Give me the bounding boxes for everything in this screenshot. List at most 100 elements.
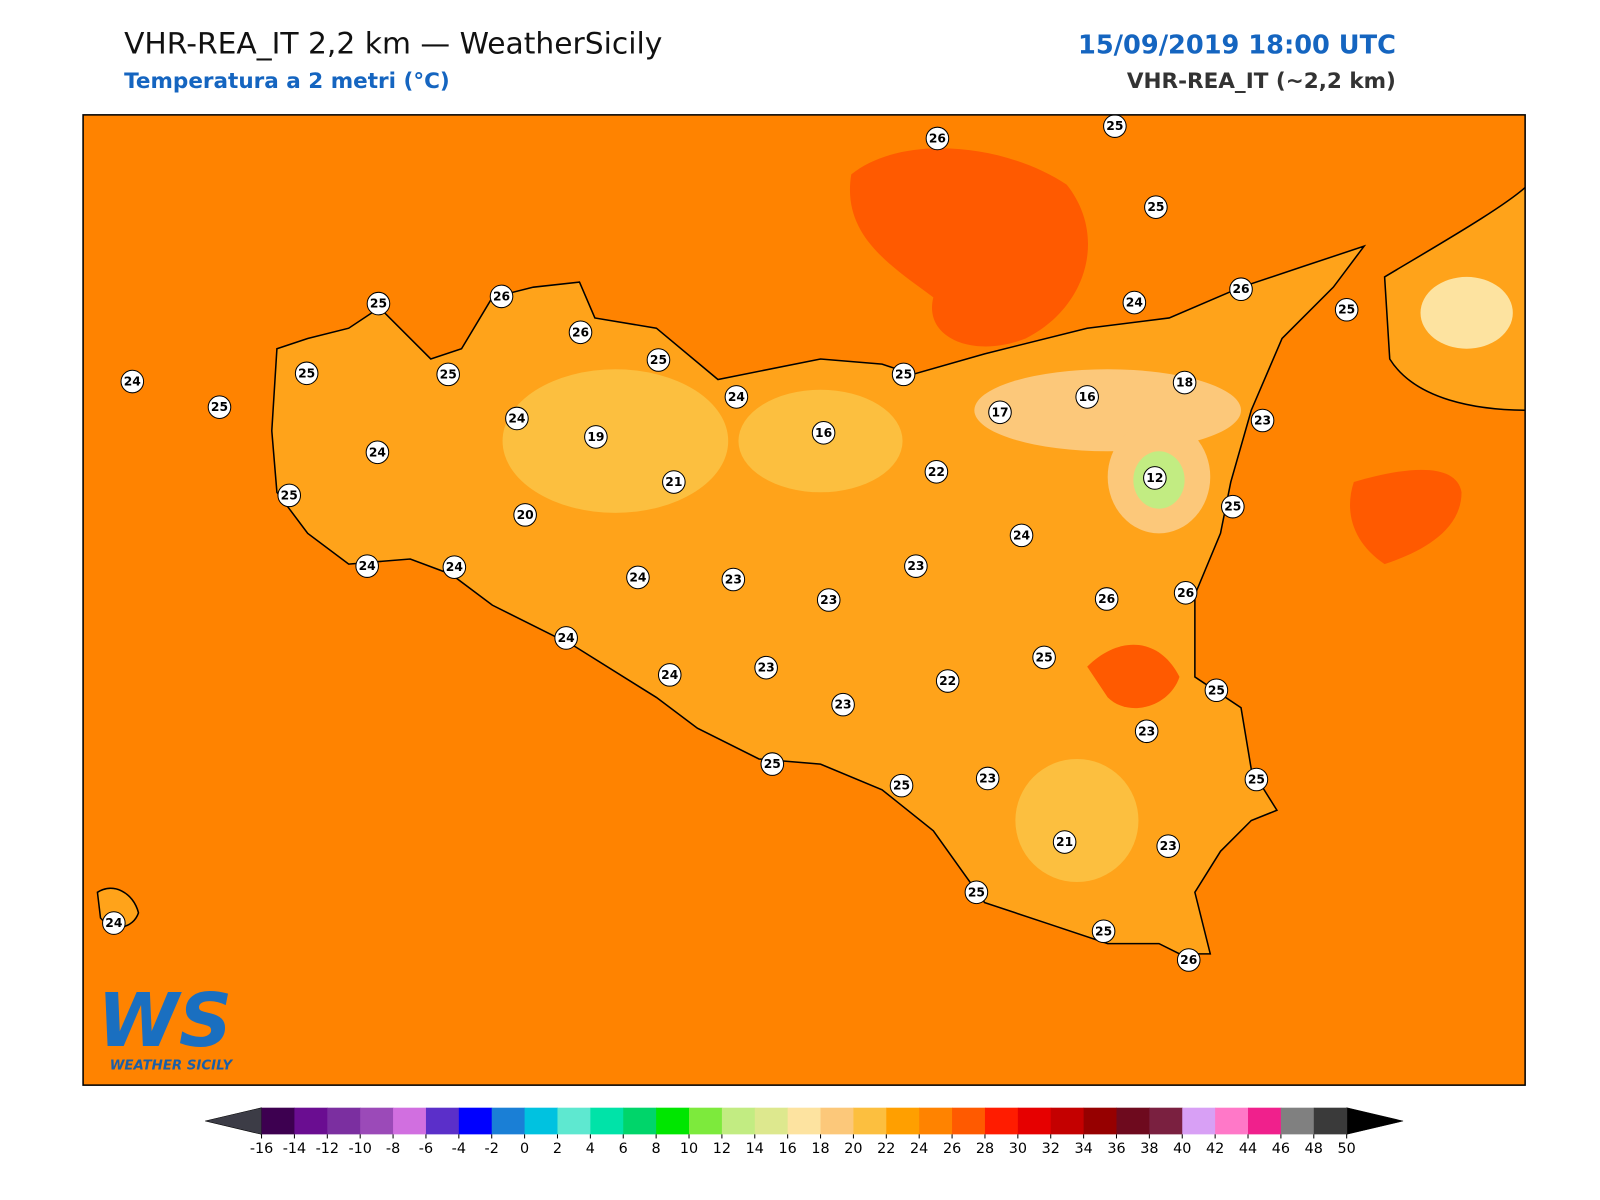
warm-area — [849, 148, 1089, 347]
station-value: 26 — [572, 325, 589, 339]
station-marker — [120, 369, 145, 394]
colorbar-bin — [689, 1107, 723, 1135]
colorbar-bin — [820, 1107, 854, 1135]
colorbar-bin — [458, 1107, 493, 1135]
station-value: 22 — [939, 674, 956, 688]
station-value: 26 — [1177, 586, 1194, 600]
station-marker — [964, 880, 989, 905]
station-value: 12 — [1146, 471, 1163, 485]
station-marker — [505, 406, 529, 431]
station-marker — [657, 663, 682, 687]
station-value: 25 — [1147, 200, 1164, 214]
colorbar-bin — [1116, 1107, 1150, 1135]
colorbar-tick-label: 18 — [811, 1141, 829, 1157]
colorbar-bin — [590, 1107, 624, 1135]
colorbar-bin — [327, 1107, 361, 1135]
title: VHR-REA_IT 2,2 km — WeatherSicily — [124, 26, 662, 61]
station-marker — [436, 362, 460, 387]
model: VHR-REA_IT (~2,2 km) — [1127, 69, 1396, 94]
station-value: 25 — [895, 367, 912, 381]
station-marker — [554, 626, 578, 650]
station-value: 24 — [446, 560, 463, 574]
station-marker — [935, 669, 960, 693]
colorbar-tick-label: 46 — [1272, 1141, 1290, 1157]
station-marker — [1173, 581, 1198, 605]
station-marker — [831, 692, 855, 717]
colorbar-bin — [524, 1107, 558, 1135]
station-value: 17 — [991, 405, 1008, 419]
station-marker — [1334, 297, 1359, 322]
cool-area — [1420, 276, 1513, 349]
station-value: 23 — [1160, 839, 1177, 853]
cool-area — [974, 369, 1242, 452]
colorbar-bin — [1248, 1107, 1282, 1135]
station-marker — [925, 126, 950, 151]
station-marker — [1250, 408, 1275, 433]
colorbar-tick-label: 42 — [1206, 1141, 1224, 1157]
station-marker — [294, 361, 319, 386]
station-value: 23 — [725, 572, 742, 586]
colorbar-tick-label: 28 — [976, 1141, 994, 1157]
station-value: 21 — [665, 475, 682, 489]
station-marker — [988, 400, 1012, 425]
colorbar-bin — [425, 1107, 460, 1135]
colorbar-tick-label: 32 — [1042, 1141, 1060, 1157]
colorbar-bin — [261, 1107, 295, 1135]
colorbar-tick-label: -6 — [419, 1141, 433, 1157]
station-marker — [1103, 114, 1127, 138]
colorbar-bin — [886, 1107, 920, 1135]
colorbar-tick-label: 2 — [553, 1141, 562, 1157]
station-marker — [811, 421, 836, 445]
cool-area — [502, 369, 729, 513]
station-value: 16 — [815, 426, 832, 440]
stations: 26 25 25 25 26 26 25 25 25 24 25 24 25 24 26 25 16 17 18 23… — [102, 114, 1359, 972]
station-marker — [1052, 830, 1077, 854]
station-value: 23 — [979, 771, 996, 785]
station-marker — [626, 565, 650, 590]
station-marker — [754, 655, 778, 680]
colorbar-bin — [721, 1107, 756, 1135]
station-marker — [1091, 919, 1116, 944]
colorbar-tick-label: 10 — [680, 1141, 698, 1157]
colorbar-tick-label: 12 — [713, 1141, 731, 1157]
cool-area — [1015, 758, 1139, 883]
station-value: 26 — [929, 131, 946, 145]
station-value: 25 — [893, 779, 910, 793]
colorbar-tick-label: -4 — [452, 1141, 466, 1157]
station-value: 25 — [764, 757, 781, 771]
station-marker — [584, 425, 608, 449]
colorbar-tick-label: 26 — [943, 1141, 961, 1157]
station-value: 26 — [493, 289, 510, 303]
station-marker — [1122, 290, 1147, 315]
colorbar-bin — [1280, 1107, 1315, 1135]
station-value: 26 — [1180, 953, 1197, 967]
colorbar-tick-label: 0 — [520, 1141, 529, 1157]
station-value: 25 — [1338, 303, 1355, 317]
colorbar-tick-label: 38 — [1140, 1141, 1158, 1157]
station-value: 25 — [281, 488, 298, 502]
station-marker — [1144, 195, 1168, 219]
station-marker — [366, 291, 391, 316]
colorbar-tick-label: 16 — [779, 1141, 797, 1157]
station-marker — [904, 554, 928, 578]
station-value: 25 — [370, 297, 387, 311]
station-marker — [646, 348, 671, 372]
station-value: 24 — [359, 559, 376, 573]
colorbar-bin — [1083, 1107, 1118, 1135]
colorbar-bin — [1313, 1107, 1348, 1135]
station-value: 24 — [124, 375, 141, 389]
colorbar-tick-label: -10 — [348, 1141, 371, 1157]
station-marker — [1143, 466, 1167, 490]
colorbar-tick-label: 24 — [910, 1141, 928, 1157]
colorbar-tick-label: 34 — [1074, 1141, 1092, 1157]
station-marker — [1244, 767, 1269, 792]
colorbar-bin — [1050, 1107, 1085, 1135]
station-value: 22 — [928, 465, 945, 479]
colorbar-tick-label: 40 — [1173, 1141, 1191, 1157]
station-marker — [1094, 587, 1119, 611]
colorbar-tick-label: 4 — [586, 1141, 595, 1157]
colorbar-bin — [787, 1107, 822, 1135]
station-marker — [568, 320, 593, 345]
station-marker — [207, 395, 232, 419]
